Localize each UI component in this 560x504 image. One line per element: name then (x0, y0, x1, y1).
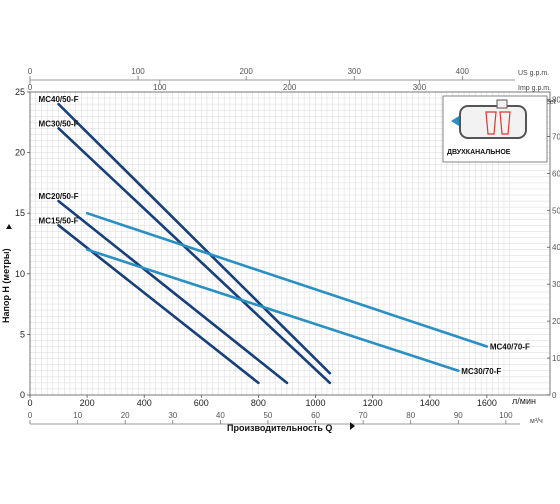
pump-curves: MC40/50-F MC30/50-F MC20/50-F MC15/50-F MC40… (39, 95, 530, 385)
pump-housing-shape (459, 105, 527, 139)
y-axis-arrow-icon (6, 224, 12, 229)
us-gpm-tick-label: 300 (348, 67, 362, 76)
imp-gpm-tick-label: 300 (413, 83, 427, 92)
feet-tick-label: 10 (552, 354, 560, 363)
x-tick-label: 200 (80, 398, 95, 408)
feet-tick-label: 30 (552, 280, 560, 289)
feet-tick-label: 40 (552, 243, 560, 252)
flow-arrow-icon (451, 116, 459, 126)
x-axis-ticks: 0 200 400 600 800 1000 1200 1400 1600 0 10 20 30 40 50… (27, 395, 513, 424)
x-tick-label: 1200 (363, 398, 383, 408)
feet-unit-label: feet (544, 99, 556, 106)
series-label: MC30/70-F (461, 367, 501, 376)
series-label: MC20/50-F (39, 192, 79, 201)
series-line (57, 127, 332, 385)
series-line (57, 199, 289, 385)
m3h-tick-label: 80 (406, 411, 415, 420)
feet-tick-label: 0 (552, 391, 557, 400)
y-tick-label: 5 (20, 329, 25, 339)
x-tick-label: 800 (251, 398, 266, 408)
us-gpm-tick-label: 100 (131, 67, 145, 76)
inset-label: ДВУХКАНАЛЬНОЕ (447, 149, 511, 156)
m3h-tick-label: 20 (121, 411, 130, 420)
y-tick-label: 10 (15, 269, 25, 279)
series-label: MC40/70-F (490, 343, 530, 352)
series-label: MC30/50-F (39, 119, 79, 128)
pump-shaft-shape (496, 99, 508, 109)
series-label: MC15/50-F (39, 216, 79, 225)
y-tick-label: 25 (15, 87, 25, 97)
feet-tick-label: 60 (552, 169, 560, 178)
m3h-tick-label: 70 (359, 411, 368, 420)
feet-tick-label: 20 (552, 317, 560, 326)
x-axis-title: Производительность Q (227, 423, 332, 433)
x-tick-label: 1400 (420, 398, 440, 408)
imp-gpm-tick-label: 200 (283, 83, 297, 92)
x-tick-label: 0 (27, 398, 32, 408)
us-gpm-tick-label: 400 (456, 67, 470, 76)
m3h-tick-label: 40 (216, 411, 225, 420)
imp-gpm-unit-label: Imp g.p.m. (518, 85, 551, 92)
impeller-inset: ДВУХКАНАЛЬНОЕ (442, 95, 548, 163)
x-tick-label: 1000 (306, 398, 326, 408)
x-tick-label: 400 (137, 398, 152, 408)
m3h-tick-label: 90 (454, 411, 463, 420)
m3h-tick-label: 100 (499, 411, 513, 420)
feet-axis-ticks: 0 10 20 30 40 50 60 70 80 (547, 95, 560, 400)
us-gpm-tick-label: 0 (28, 67, 33, 76)
x-axis-arrow-icon (350, 422, 355, 430)
y-axis-ticks: 0 5 10 15 20 25 (15, 87, 30, 400)
series-label: MC40/50-F (39, 95, 79, 104)
impeller-icon (485, 111, 511, 135)
plot-frame (29, 91, 551, 396)
us-gpm-unit-label: US g.p.m. (518, 70, 549, 77)
us-gpm-tick-label: 200 (239, 67, 253, 76)
y-tick-label: 15 (15, 208, 25, 218)
m3h-tick-label: 10 (73, 411, 82, 420)
m3h-unit-label: м³/ч (530, 418, 543, 425)
feet-tick-label: 50 (552, 206, 560, 215)
m3h-tick-label: 60 (311, 411, 320, 420)
imp-gpm-tick-label: 100 (153, 83, 167, 92)
m3h-tick-label: 30 (168, 411, 177, 420)
x-tick-label: 600 (194, 398, 209, 408)
series-line (57, 102, 332, 375)
y-tick-label: 0 (20, 390, 25, 400)
top-ticks: 0 100 200 300 400 0 100 200 300 (28, 67, 470, 92)
series-line (85, 211, 489, 348)
feet-tick-label: 70 (552, 132, 560, 141)
y-tick-label: 20 (15, 148, 25, 158)
m3h-tick-label: 50 (263, 411, 272, 420)
feet-tick-label: 80 (552, 95, 560, 104)
x-unit-label: л/мин (512, 396, 536, 406)
x-tick-label: 1600 (477, 398, 497, 408)
series-line (85, 248, 460, 373)
m3h-tick-label: 0 (28, 411, 33, 420)
y-axis-title: Напор H (метры) (1, 248, 11, 323)
imp-gpm-tick-label: 0 (28, 83, 33, 92)
top-axes: US g.p.m. Imp g.p.m. 0 100 200 300 400 0 100 20… (28, 67, 551, 92)
